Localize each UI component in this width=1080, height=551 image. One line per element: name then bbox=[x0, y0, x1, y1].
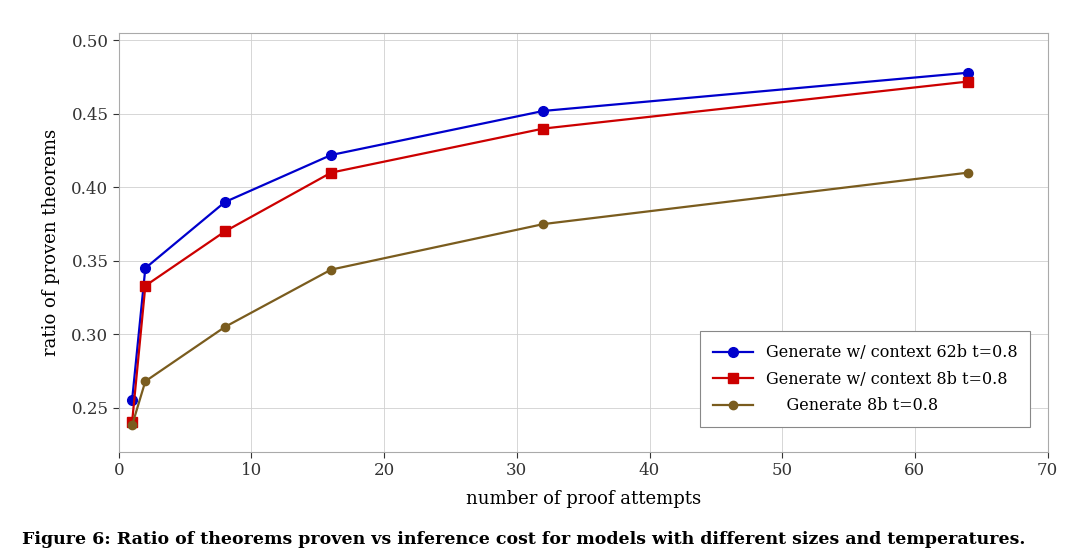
Line: Generate w/ context 8b t=0.8: Generate w/ context 8b t=0.8 bbox=[127, 77, 973, 427]
Generate w/ context 8b t=0.8 bbox=[139, 283, 152, 289]
Y-axis label: ratio of proven theorems: ratio of proven theorems bbox=[42, 129, 60, 356]
Generate w/ context 8b t=0.8 bbox=[125, 419, 138, 426]
Generate w/ context 8b t=0.8 bbox=[961, 78, 974, 85]
    Generate 8b t=0.8 bbox=[218, 323, 231, 330]
    Generate 8b t=0.8 bbox=[537, 221, 550, 228]
Generate w/ context 8b t=0.8 bbox=[218, 228, 231, 235]
    Generate 8b t=0.8 bbox=[961, 169, 974, 176]
    Generate 8b t=0.8 bbox=[125, 422, 138, 429]
Generate w/ context 62b t=0.8 bbox=[961, 69, 974, 76]
Generate w/ context 62b t=0.8 bbox=[139, 265, 152, 272]
Generate w/ context 8b t=0.8 bbox=[325, 169, 338, 176]
X-axis label: number of proof attempts: number of proof attempts bbox=[465, 490, 701, 509]
    Generate 8b t=0.8 bbox=[325, 266, 338, 273]
Legend: Generate w/ context 62b t=0.8, Generate w/ context 8b t=0.8,     Generate 8b t=0: Generate w/ context 62b t=0.8, Generate … bbox=[701, 331, 1030, 427]
Text: Figure 6: Ratio of theorems proven vs inference cost for models with different s: Figure 6: Ratio of theorems proven vs in… bbox=[22, 531, 1025, 548]
Generate w/ context 62b t=0.8 bbox=[537, 107, 550, 114]
Generate w/ context 8b t=0.8 bbox=[537, 125, 550, 132]
Generate w/ context 62b t=0.8 bbox=[218, 199, 231, 206]
Line:     Generate 8b t=0.8: Generate 8b t=0.8 bbox=[127, 169, 972, 430]
Generate w/ context 62b t=0.8 bbox=[325, 152, 338, 158]
    Generate 8b t=0.8 bbox=[139, 378, 152, 385]
Line: Generate w/ context 62b t=0.8: Generate w/ context 62b t=0.8 bbox=[127, 68, 973, 405]
Generate w/ context 62b t=0.8 bbox=[125, 397, 138, 404]
